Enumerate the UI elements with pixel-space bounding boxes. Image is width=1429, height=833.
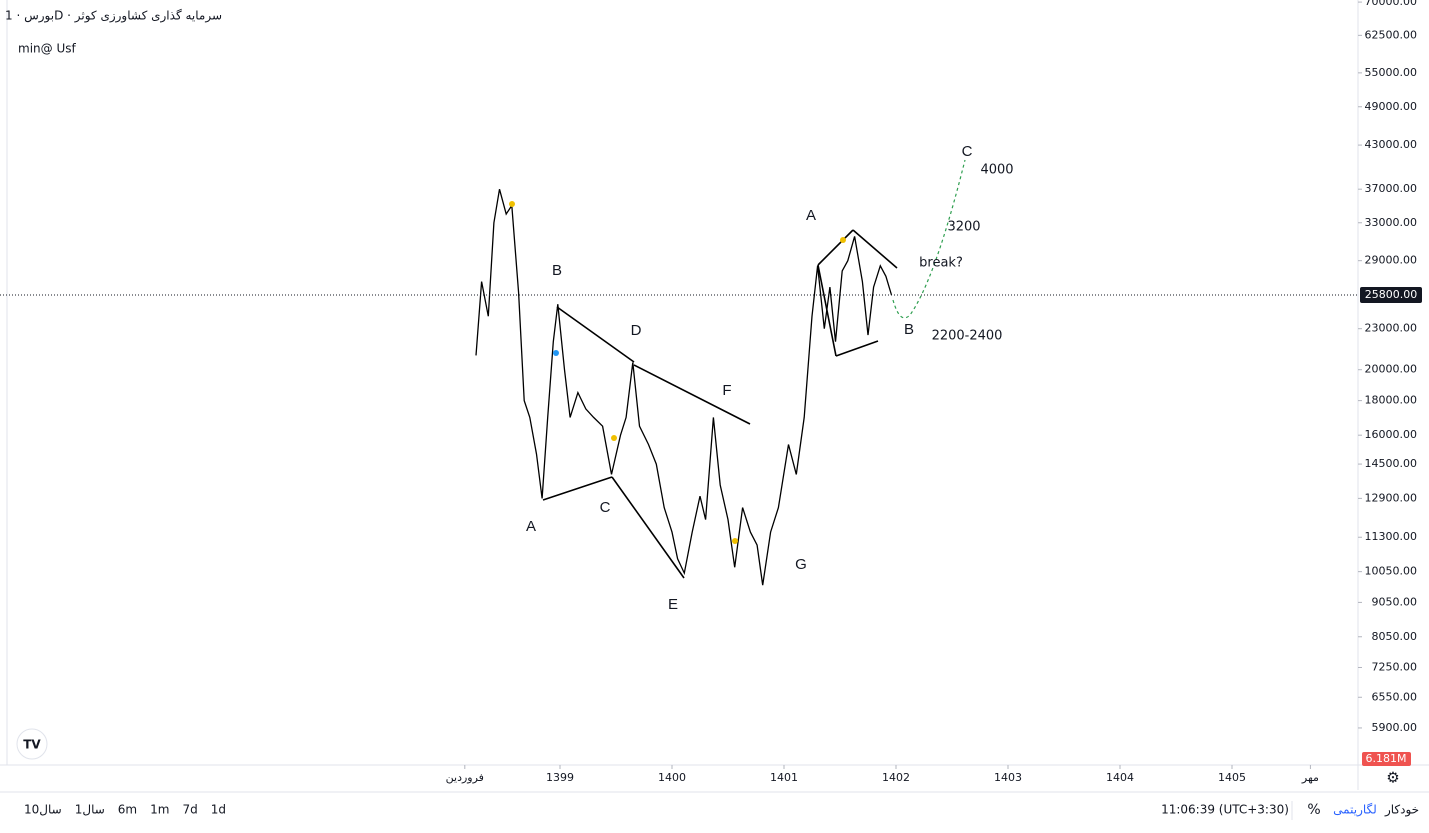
annotation: A xyxy=(806,207,816,224)
drawings xyxy=(542,229,898,579)
y-tick-label: 6550.00 xyxy=(1372,690,1418,703)
logo[interactable] xyxy=(16,728,48,760)
annotation: 4000 xyxy=(980,163,1013,178)
auto-toggle[interactable]: خودکار xyxy=(1384,803,1419,818)
range-button[interactable]: 1d xyxy=(211,803,226,817)
y-tick-label: 5900.00 xyxy=(1372,721,1418,734)
marker xyxy=(509,201,515,207)
y-tick-label: 29000.00 xyxy=(1365,254,1418,267)
x-tick-label: مهر xyxy=(1301,771,1319,784)
y-tick-label: 20000.00 xyxy=(1365,363,1418,376)
annotation: C xyxy=(962,143,973,160)
y-tick-label: 33000.00 xyxy=(1365,216,1418,229)
trend-line xyxy=(556,306,635,363)
settings-icon[interactable]: ⚙ xyxy=(1386,769,1399,787)
annotation: B xyxy=(904,321,914,338)
annotation: B xyxy=(552,262,562,279)
last-price-badge xyxy=(1360,286,1422,303)
x-tick-label: 1404 xyxy=(1106,771,1134,784)
annotation: 3200 xyxy=(947,220,980,235)
volume-badge xyxy=(1362,752,1411,766)
marker xyxy=(732,538,738,544)
indicator-label: min@ Usf xyxy=(18,42,76,56)
annotation: D xyxy=(631,322,642,339)
annotation: break? xyxy=(919,256,963,271)
x-tick-label: 1403 xyxy=(994,771,1022,784)
projection-path xyxy=(892,159,966,319)
y-tick-label: 62500.00 xyxy=(1365,28,1418,41)
plot: 70000.00 62500.00 55000.00 49000.00 43000.00… xyxy=(0,0,1422,784)
x-tick-label: 1402 xyxy=(882,771,910,784)
x-tick-label: 1400 xyxy=(658,771,686,784)
volume-label: 6.181M xyxy=(1366,752,1407,765)
y-tick-label: 10050.00 xyxy=(1365,565,1418,578)
trend-line xyxy=(835,340,879,357)
last-price-label: 25800.00 xyxy=(1365,288,1418,301)
annotation: G xyxy=(795,556,807,573)
trend-line xyxy=(817,229,854,266)
y-tick-label: 43000.00 xyxy=(1365,138,1418,151)
log-toggle[interactable]: لگاریتمی xyxy=(1333,803,1377,818)
annotation: A xyxy=(526,518,536,535)
y-tick-label: 23000.00 xyxy=(1365,322,1418,335)
x-tick-label: 1399 xyxy=(546,771,574,784)
annotation: C xyxy=(600,499,611,516)
range-button[interactable]: 7d xyxy=(182,803,197,817)
y-tick-label: 12900.00 xyxy=(1365,491,1418,504)
trend-line xyxy=(817,264,837,357)
y-tick-label: 55000.00 xyxy=(1365,66,1418,79)
range-button[interactable]: 1سال xyxy=(75,803,105,817)
clock: 11:06:39 (UTC+3:30) xyxy=(1161,803,1289,817)
price-line xyxy=(475,189,893,586)
annotation: 2200-2400 xyxy=(932,329,1003,344)
x-tick-label: 1401 xyxy=(770,771,798,784)
x-tick-label: فروردین xyxy=(446,771,484,784)
marker xyxy=(553,350,559,356)
percent-toggle[interactable]: % xyxy=(1307,802,1320,818)
y-tick-label: 9050.00 xyxy=(1372,595,1418,608)
trend-line xyxy=(542,476,613,501)
range-button[interactable]: 6m xyxy=(118,803,137,817)
trend-line xyxy=(633,364,751,425)
annotation: F xyxy=(722,382,731,399)
range-button[interactable]: 10سال xyxy=(24,803,62,817)
y-tick-label: 70000.00 xyxy=(1365,0,1418,8)
toolbar: 11:06:39 (UTC+3:30) % لگاریتمی خودکار 10… xyxy=(24,801,1419,820)
range-button[interactable]: 1m xyxy=(150,803,169,817)
y-tick-label: 37000.00 xyxy=(1365,182,1418,195)
annotation: E xyxy=(668,596,678,613)
y-tick-label: 7250.00 xyxy=(1372,660,1418,673)
y-tick-label: 8050.00 xyxy=(1372,630,1418,643)
logo-mark[interactable]: TV xyxy=(23,738,41,752)
y-tick-label: 16000.00 xyxy=(1365,428,1418,441)
marker xyxy=(611,435,617,441)
trend-line xyxy=(852,229,898,269)
symbol-title: بورس · 1D · سرمایه گذاری کشاورزی کوثر xyxy=(5,9,222,24)
y-tick-label: 18000.00 xyxy=(1365,394,1418,407)
trend-line xyxy=(611,476,685,579)
y-tick-label: 49000.00 xyxy=(1365,100,1418,113)
y-tick-label: 11300.00 xyxy=(1365,530,1418,543)
marker xyxy=(840,237,846,243)
x-tick-label: 1405 xyxy=(1218,771,1246,784)
y-tick-label: 14500.00 xyxy=(1365,457,1418,470)
